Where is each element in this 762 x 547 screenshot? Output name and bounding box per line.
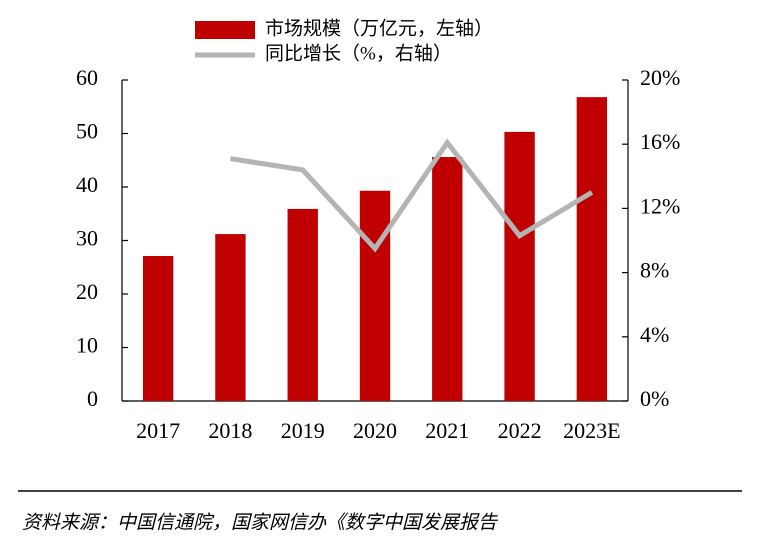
y-tick-label: 50: [76, 119, 98, 144]
y2-tick-label: 20%: [640, 65, 680, 90]
y-tick-label: 60: [76, 65, 98, 90]
bar: [215, 234, 246, 401]
legend-label: 同比增长（%，右轴）: [265, 42, 452, 64]
legend-swatch: [195, 21, 255, 39]
bar: [432, 157, 463, 401]
x-tick-label: 2018: [208, 418, 252, 443]
y-tick-label: 10: [76, 333, 98, 358]
y2-tick-label: 4%: [640, 322, 669, 347]
y2-tick-label: 0%: [640, 386, 669, 411]
y2-tick-label: 8%: [640, 258, 669, 283]
x-tick-label: 2023E: [563, 418, 620, 443]
legend-label: 市场规模（万亿元，左轴）: [265, 17, 493, 39]
line: [230, 138, 594, 253]
source-note: 资料来源：中国信通院，国家网信办《数字中国发展报告: [22, 511, 499, 533]
bar: [359, 190, 391, 401]
bar: [287, 208, 318, 401]
x-tick-label: 2021: [425, 418, 469, 443]
bar: [142, 256, 174, 401]
bar: [576, 97, 608, 402]
x-tick-label: 2022: [498, 418, 542, 443]
y-tick-label: 30: [76, 226, 98, 251]
bar: [504, 131, 535, 401]
y-tick-label: 20: [76, 279, 98, 304]
y-tick-label: 40: [76, 172, 98, 197]
x-tick-label: 2020: [353, 418, 397, 443]
x-tick-label: 2017: [136, 418, 180, 443]
y2-tick-label: 12%: [640, 193, 680, 218]
y-tick-label: 0: [87, 386, 98, 411]
x-tick-label: 2019: [281, 418, 325, 443]
legend: 市场规模（万亿元，左轴） 同比增长（%，右轴）: [195, 17, 493, 64]
y2-tick-label: 16%: [640, 129, 680, 154]
